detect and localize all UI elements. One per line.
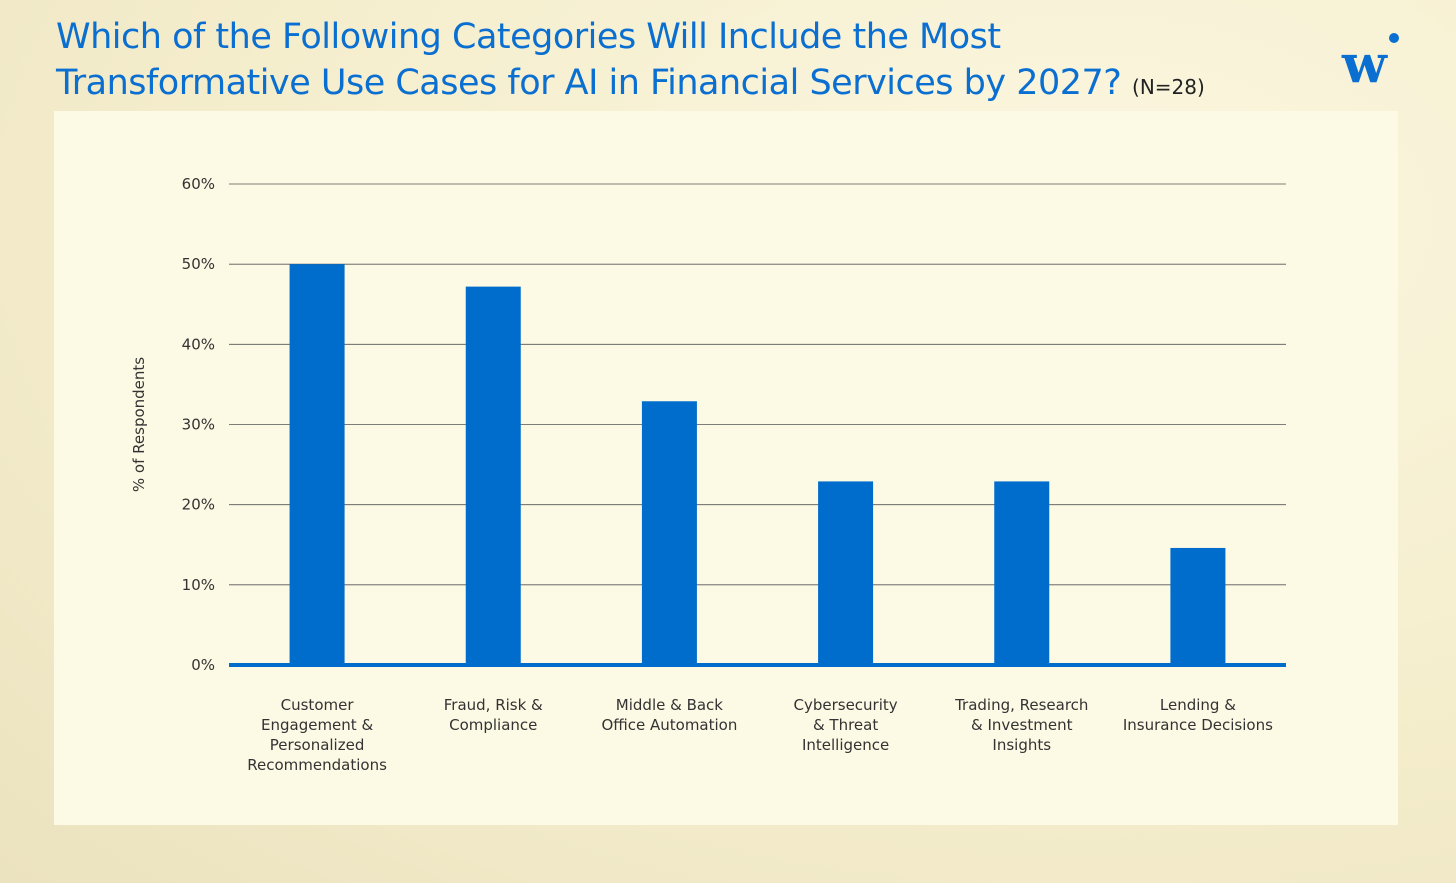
sample-size: (N=28) xyxy=(1132,75,1205,99)
y-tick-label: 30% xyxy=(182,416,215,434)
bar xyxy=(289,264,345,665)
x-tick-label: Fraud, Risk & Compliance xyxy=(443,696,543,734)
y-tick-label: 20% xyxy=(182,496,215,514)
y-tick-label: 50% xyxy=(182,255,215,273)
chart-panel: 0% 10% 20% 30% 40% 50% 60% % of Respondents Cus… xyxy=(54,111,1398,825)
x-tick-label: Cybersecurity & Threat Intelligence xyxy=(793,696,898,754)
bar xyxy=(994,481,1050,665)
y-tick-label: 60% xyxy=(182,175,215,193)
bar-chart: 0% 10% 20% 30% 40% 50% 60% % of Respondents xyxy=(130,175,1286,674)
y-tick-label: 0% xyxy=(191,656,215,674)
x-tick-label: Customer Engagement & Personalized Recom… xyxy=(247,696,387,774)
x-tick-label: Trading, Research & Investment Insights xyxy=(955,696,1089,754)
bar xyxy=(465,286,521,665)
title-line-1: Which of the Following Categories Will I… xyxy=(56,17,1001,57)
y-tick-label: 40% xyxy=(182,335,215,353)
title-line-2: Transformative Use Cases for AI in Finan… xyxy=(56,60,1205,110)
bar xyxy=(818,481,874,665)
bar xyxy=(641,401,697,665)
x-tick-label: Lending & Insurance Decisions xyxy=(1122,696,1273,734)
y-tick-label: 10% xyxy=(182,576,215,594)
chart-title: Which of the Following Categories Will I… xyxy=(56,14,1205,110)
x-tick-label: Middle & Back Office Automation xyxy=(601,696,738,734)
w-dot-logo-icon: w xyxy=(1341,33,1399,88)
title-line-2-text: Transformative Use Cases for AI in Finan… xyxy=(56,63,1122,103)
y-axis-label: % of Respondents xyxy=(130,357,148,492)
svg-text:w: w xyxy=(1341,34,1388,88)
bar xyxy=(1170,547,1226,665)
